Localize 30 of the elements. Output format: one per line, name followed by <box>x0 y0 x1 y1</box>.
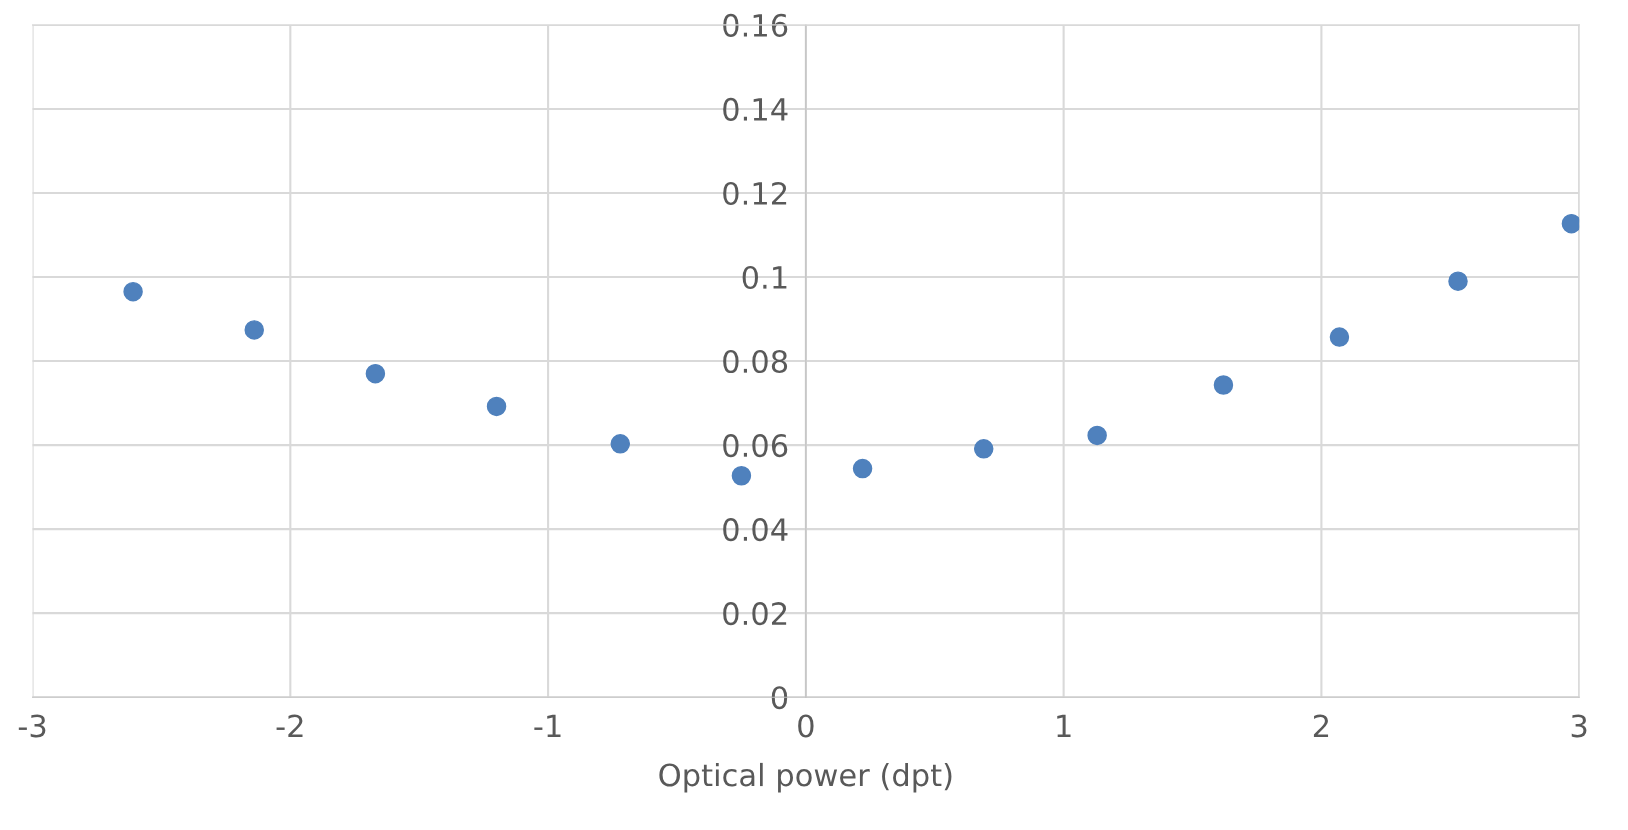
point <box>1448 271 1468 291</box>
point <box>1213 375 1234 395</box>
x-tick-label: 2 <box>1313 714 1329 738</box>
point <box>852 458 873 479</box>
point <box>244 320 264 340</box>
y-tick-label: 0.14 <box>723 97 788 121</box>
point <box>731 466 752 486</box>
y-tick-label: 0.02 <box>723 602 787 626</box>
x-axis-title: Optical power (dpt) <box>659 762 952 793</box>
x-tick-label: -2 <box>276 714 303 738</box>
point <box>1087 425 1107 446</box>
point <box>123 281 143 302</box>
y-tick-label: 0.06 <box>723 434 788 458</box>
y-tick-label: 0.08 <box>723 349 788 374</box>
x-tick-label: -1 <box>534 714 561 738</box>
x-tick-label: 1 <box>1057 714 1071 738</box>
y-tick-label: 0.04 <box>723 518 788 542</box>
point <box>1329 327 1350 347</box>
y-tick-label: 0.12 <box>723 181 787 206</box>
y-tick-label: 0 <box>771 686 788 710</box>
x-tick-label: 3 <box>1571 714 1587 738</box>
y-tick-label: 0.1 <box>742 265 787 290</box>
x-tick-label: 0 <box>798 714 814 738</box>
point <box>610 434 631 454</box>
point <box>973 439 994 459</box>
y-tick-label: 0.16 <box>723 13 788 37</box>
point <box>1561 213 1580 234</box>
point <box>486 396 507 417</box>
point <box>365 363 386 384</box>
x-tick-label: -3 <box>18 714 46 738</box>
